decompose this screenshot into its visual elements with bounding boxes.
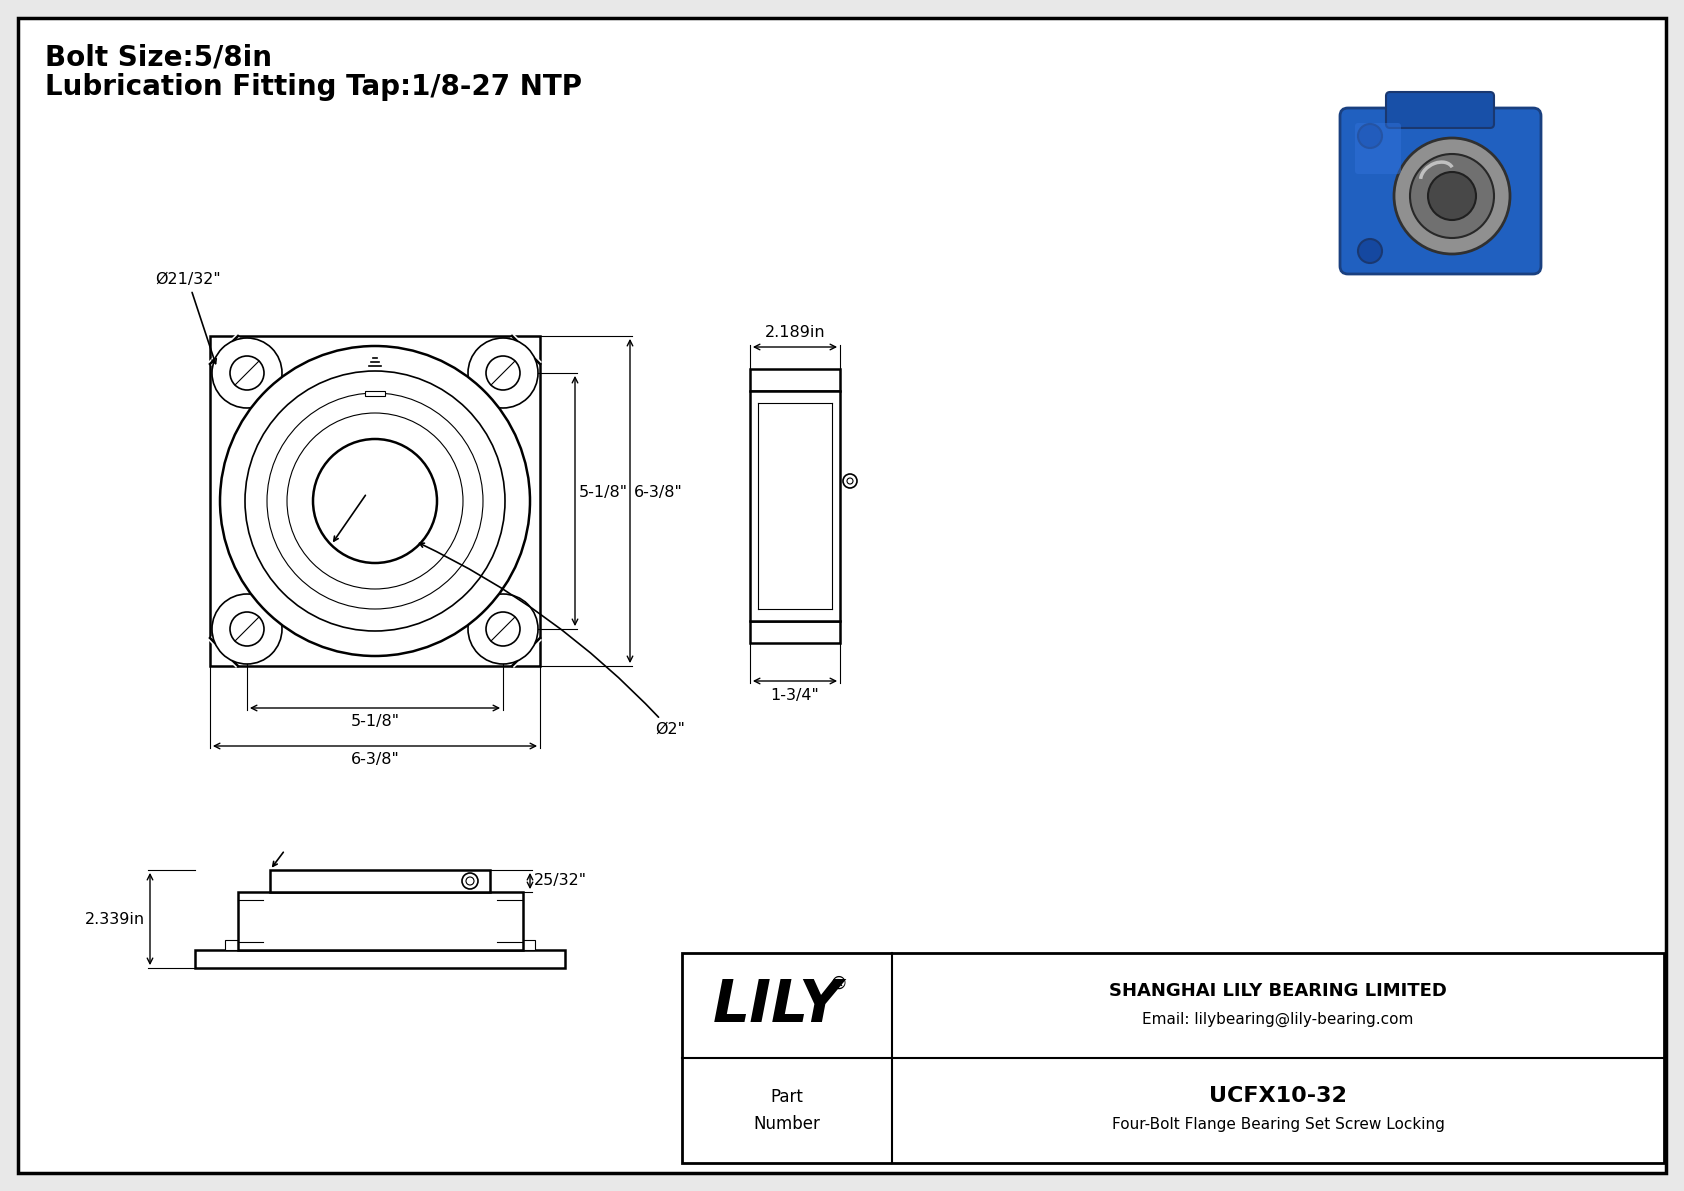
Circle shape <box>313 439 438 563</box>
Bar <box>749 621 840 643</box>
Circle shape <box>461 873 478 888</box>
Circle shape <box>286 413 463 590</box>
Text: Four-Bolt Flange Bearing Set Screw Locking: Four-Bolt Flange Bearing Set Screw Locki… <box>1111 1117 1445 1131</box>
Circle shape <box>1394 138 1511 254</box>
Circle shape <box>466 877 473 885</box>
Bar <box>269 869 490 892</box>
Text: 5-1/8": 5-1/8" <box>579 486 628 500</box>
Text: ®: ® <box>830 974 849 992</box>
Text: Ø2": Ø2" <box>419 543 685 737</box>
FancyBboxPatch shape <box>1356 123 1401 174</box>
Text: Part
Number: Part Number <box>753 1089 820 1133</box>
Bar <box>365 391 386 395</box>
Circle shape <box>847 478 854 484</box>
Text: 6-3/8": 6-3/8" <box>633 486 682 500</box>
Circle shape <box>231 612 264 646</box>
Circle shape <box>221 347 530 656</box>
Circle shape <box>487 612 520 646</box>
Circle shape <box>231 356 264 389</box>
Text: 2.339in: 2.339in <box>84 911 145 927</box>
Circle shape <box>212 594 281 665</box>
Bar <box>195 950 566 968</box>
Text: UCFX10-32: UCFX10-32 <box>1209 1086 1347 1106</box>
Circle shape <box>487 356 520 389</box>
Text: 6-3/8": 6-3/8" <box>350 752 399 767</box>
Circle shape <box>1410 154 1494 238</box>
Circle shape <box>268 393 483 609</box>
Bar <box>226 940 536 950</box>
Text: SHANGHAI LILY BEARING LIMITED: SHANGHAI LILY BEARING LIMITED <box>1110 983 1447 1000</box>
Bar <box>682 953 1664 1162</box>
Circle shape <box>244 372 505 631</box>
Bar <box>237 892 524 950</box>
Text: 5-1/8": 5-1/8" <box>350 713 399 729</box>
Circle shape <box>1428 172 1475 220</box>
Bar <box>749 369 840 391</box>
Text: 1-3/4": 1-3/4" <box>771 688 820 703</box>
Circle shape <box>1357 239 1383 263</box>
Text: 2.189in: 2.189in <box>765 325 825 339</box>
FancyBboxPatch shape <box>1340 108 1541 274</box>
Text: Ø21/32": Ø21/32" <box>155 272 221 363</box>
Text: 25/32": 25/32" <box>534 873 588 888</box>
Text: Lubrication Fitting Tap:1/8-27 NTP: Lubrication Fitting Tap:1/8-27 NTP <box>45 73 583 101</box>
Circle shape <box>844 474 857 488</box>
Circle shape <box>468 338 537 409</box>
Circle shape <box>1357 124 1383 148</box>
Bar <box>210 336 541 666</box>
Bar <box>749 391 840 621</box>
Text: Bolt Size:5/8in: Bolt Size:5/8in <box>45 43 273 71</box>
Circle shape <box>468 594 537 665</box>
Circle shape <box>212 338 281 409</box>
Text: LILY: LILY <box>712 977 842 1034</box>
Text: Email: lilybearing@lily-bearing.com: Email: lilybearing@lily-bearing.com <box>1142 1012 1413 1027</box>
FancyBboxPatch shape <box>1386 92 1494 127</box>
